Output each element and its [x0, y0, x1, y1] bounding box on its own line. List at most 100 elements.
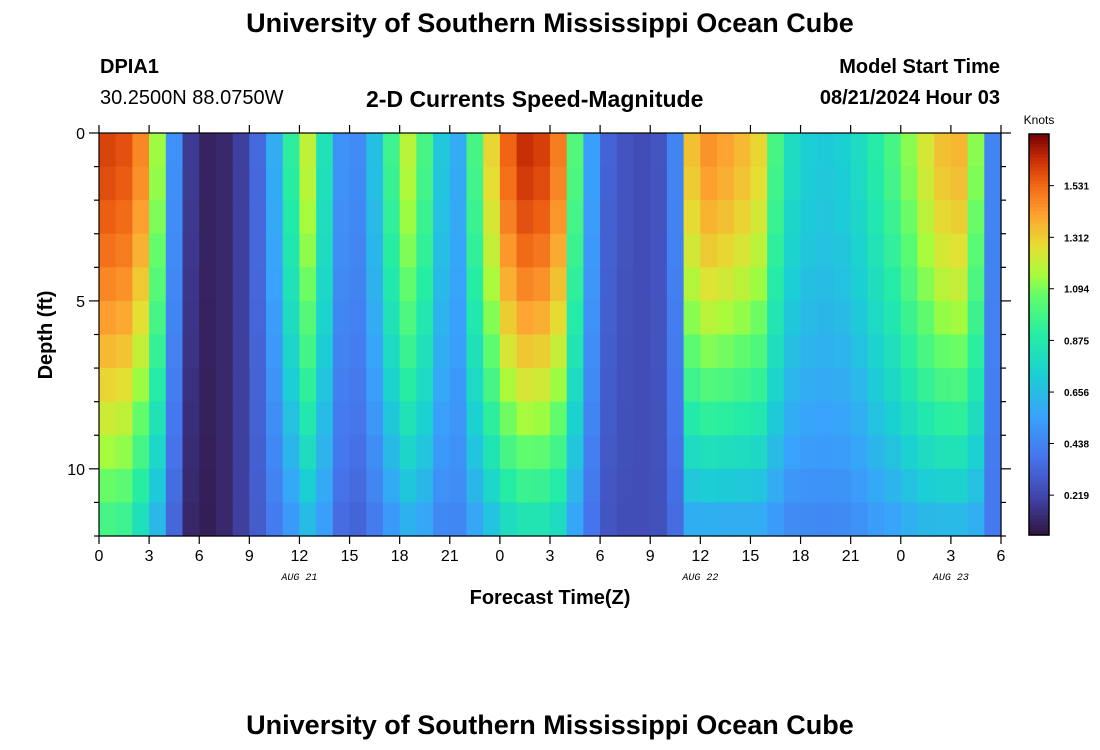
heatmap-cell: [483, 468, 501, 504]
colorbar-segment: [1029, 484, 1049, 489]
heatmap-cell: [299, 233, 317, 268]
heatmap-cell: [533, 200, 551, 235]
heatmap-cell: [299, 435, 317, 470]
heatmap-cell: [299, 368, 317, 403]
heatmap-cell: [382, 435, 401, 470]
heatmap-cell: [349, 233, 367, 268]
heatmap-cell: [366, 502, 384, 537]
heatmap-cell: [349, 133, 367, 168]
heatmap-cell: [449, 468, 468, 504]
heatmap-cell: [950, 166, 969, 201]
heatmap-cell: [767, 502, 785, 537]
heatmap-cell: [516, 368, 534, 403]
heatmap-cell: [449, 133, 468, 168]
heatmap-cell: [783, 502, 802, 537]
heatmap-cell: [533, 267, 551, 302]
heatmap-cell: [817, 133, 835, 168]
heatmap-cell: [433, 502, 451, 537]
heatmap-cell: [717, 502, 735, 537]
colorbar-segment: [1029, 367, 1049, 372]
heatmap-cell: [800, 502, 818, 537]
heatmap-cell: [399, 334, 417, 369]
heatmap-cell: [550, 300, 568, 336]
colorbar-segment: [1029, 421, 1049, 426]
heatmap-cell: [249, 233, 267, 268]
colorbar-segment: [1029, 371, 1049, 376]
heatmap-cell: [683, 368, 701, 403]
heatmap-cell: [800, 267, 818, 302]
heatmap-cell: [282, 300, 301, 336]
heatmap-cell: [449, 502, 468, 537]
heatmap-cell: [750, 233, 768, 268]
heatmap-cell: [349, 368, 367, 403]
heatmap-cell: [316, 435, 334, 470]
heatmap-cell: [266, 468, 284, 504]
heatmap-cell: [783, 166, 802, 201]
colorbar-segment: [1029, 164, 1049, 169]
heatmap-cell: [149, 502, 167, 537]
heatmap-cell: [633, 468, 651, 504]
heatmap-cell: [900, 233, 919, 268]
heatmap-cell: [867, 401, 885, 436]
heatmap-cell: [533, 233, 551, 268]
heatmap-cell: [884, 401, 902, 436]
colorbar-segment: [1029, 170, 1049, 175]
heatmap-cell: [900, 300, 919, 336]
heatmap-cell: [733, 468, 752, 504]
heatmap-cell: [600, 435, 618, 470]
heatmap-cell: [416, 401, 434, 436]
heatmap-cell: [717, 401, 735, 436]
heatmap-cell: [533, 133, 551, 168]
heatmap-cell: [332, 435, 351, 470]
heatmap-cell: [783, 334, 802, 369]
colorbar-segment: [1029, 337, 1049, 342]
heatmap-cell: [282, 368, 301, 403]
heatmap-cell: [316, 368, 334, 403]
heatmap-cell: [516, 435, 534, 470]
heatmap-cell: [232, 368, 250, 403]
heatmap-cell: [950, 133, 969, 168]
heatmap-cell: [316, 502, 334, 537]
heatmap-cell: [650, 368, 668, 403]
heatmap-cell: [900, 502, 919, 537]
colorbar-segment: [1029, 267, 1049, 272]
colorbar-tick-label: 1.312: [1064, 233, 1089, 244]
heatmap-cell: [800, 401, 818, 436]
colorbar-segment: [1029, 424, 1049, 429]
colorbar-segment: [1029, 301, 1049, 306]
heatmap-cell: [349, 468, 367, 504]
heatmap-cell: [316, 233, 334, 268]
colorbar-segment: [1029, 227, 1049, 232]
heatmap-cell: [833, 133, 852, 168]
colorbar-segment: [1029, 220, 1049, 225]
heatmap-cell: [99, 368, 117, 403]
heatmap-cell: [917, 200, 935, 235]
heatmap-cell: [266, 200, 284, 235]
heatmap-cell: [950, 435, 969, 470]
colorbar-segment: [1029, 354, 1049, 359]
x-tick-label: 12: [291, 548, 309, 565]
colorbar-segment: [1029, 217, 1049, 222]
colorbar-segment: [1029, 204, 1049, 209]
heatmap-cell: [199, 368, 217, 403]
heatmap-cell: [616, 368, 635, 403]
heatmap-cell: [650, 133, 668, 168]
colorbar-segment: [1029, 237, 1049, 242]
heatmap-cell: [266, 334, 284, 369]
heatmap-cell: [516, 401, 534, 436]
heatmap-cell: [165, 233, 184, 268]
heatmap-cell: [182, 200, 200, 235]
heatmap-cell: [633, 435, 651, 470]
colorbar-segment: [1029, 501, 1049, 506]
heatmap-cell: [850, 435, 868, 470]
colorbar-segment: [1029, 331, 1049, 336]
colorbar-segment: [1029, 458, 1049, 463]
colorbar-segment: [1029, 481, 1049, 486]
x-tick-label: 3: [145, 548, 154, 565]
heatmap-cell: [282, 401, 301, 436]
heatmap-cell: [550, 401, 568, 436]
heatmap-cell: [449, 166, 468, 201]
heatmap-cell: [132, 267, 150, 302]
colorbar-segment: [1029, 260, 1049, 265]
colorbar-segment: [1029, 257, 1049, 262]
